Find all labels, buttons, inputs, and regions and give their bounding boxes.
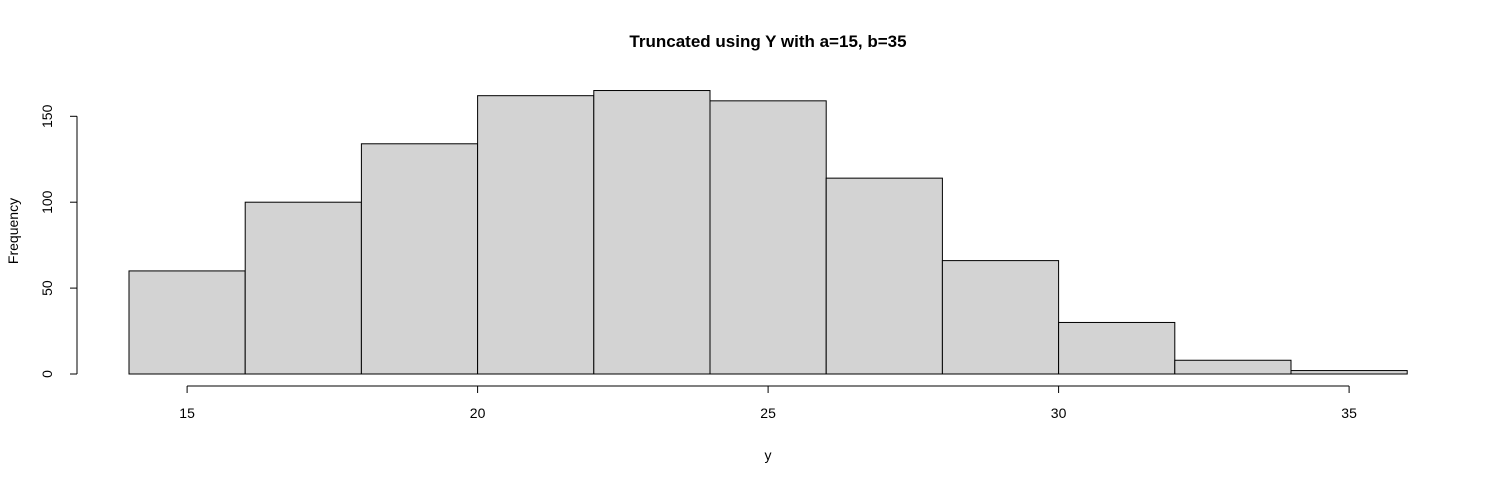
x-tick-label: 35	[1341, 405, 1357, 421]
x-tick-label: 20	[470, 405, 486, 421]
histogram-bar-8	[941, 260, 1060, 375]
histogram-bar-4	[477, 95, 595, 375]
histogram-bar-1	[128, 270, 246, 375]
histogram-bar-5	[593, 90, 711, 375]
histogram-bar-7	[825, 177, 943, 375]
y-tick-label: 100	[39, 190, 55, 214]
bars-group	[128, 90, 1408, 375]
histogram-bar-10	[1174, 359, 1292, 375]
x-tick-label: 15	[179, 405, 195, 421]
y-tick-label: 150	[39, 104, 55, 128]
histogram-bar-3	[360, 143, 479, 375]
y-axis: 0 50 100 150	[39, 104, 78, 378]
histogram-bar-2	[244, 201, 362, 375]
y-tick-label: 0	[39, 370, 55, 378]
x-tick-label: 30	[1051, 405, 1067, 421]
y-tick-label: 50	[39, 280, 55, 296]
x-tick-label: 25	[760, 405, 776, 421]
histogram-bar-6	[709, 100, 827, 375]
chart-title: Truncated using Y with a=15, b=35	[629, 32, 906, 51]
histogram-bar-9	[1058, 321, 1176, 375]
y-axis-label: Frequency	[5, 198, 21, 264]
x-axis-label: y	[765, 447, 772, 463]
x-axis: 15 20 25 30 35	[179, 385, 1357, 421]
histogram-bar-11	[1290, 370, 1408, 375]
